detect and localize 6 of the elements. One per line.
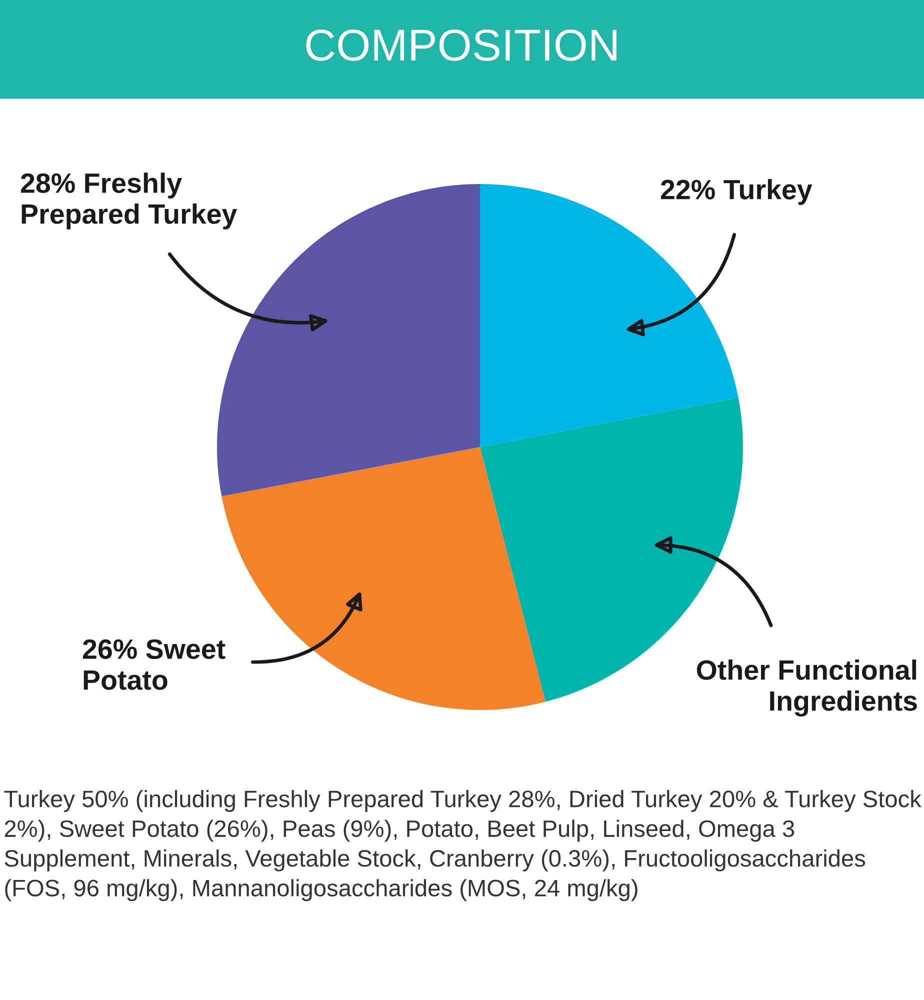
slice-label: 28% Freshly Prepared Turkey <box>20 172 238 230</box>
text: Turkey 50% (including Freshly Prepared Turkey 28%, Dried Turkey 20% & Turkey Stock 2%), Sweet Potato (26%), Peas (9%), Potato, Beet Pulp, Linseed, Omega 3 Supplement, Minerals, Vegetable Stock, Cranberry (0.3%), Fructooligosaccharides (FOS, 96 mg/kg), Mannanoligosaccharides (MOS, 24 mg/kg) <box>4 790 922 902</box>
slice-label: Other Functional Ingredients <box>696 660 917 716</box>
slice-label: 22% Turkey <box>660 179 812 205</box>
chart-title: COMPOSITION <box>306 29 616 61</box>
slice-label: 26% Sweet Potato <box>82 639 226 690</box>
